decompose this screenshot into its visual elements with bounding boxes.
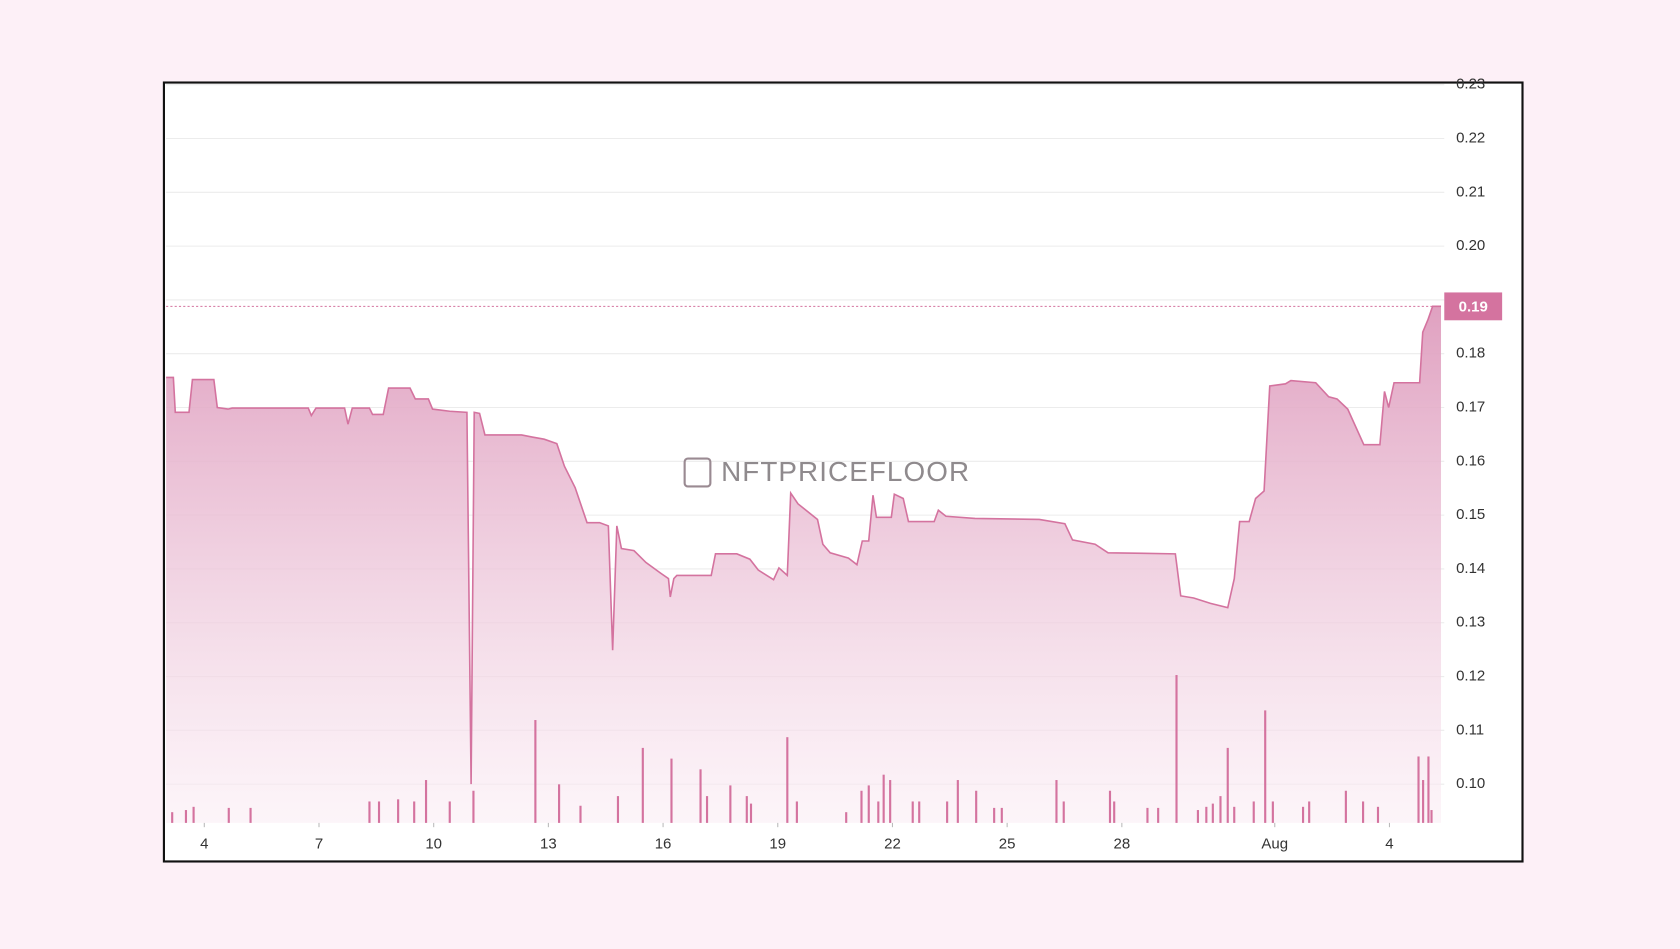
volume-bar xyxy=(860,790,863,823)
x-tick-label: 10 xyxy=(425,835,442,852)
volume-bar xyxy=(745,796,748,823)
volume-bar xyxy=(918,801,921,823)
volume-bar xyxy=(1146,807,1149,823)
volume-bar xyxy=(1427,756,1430,823)
volume-bar xyxy=(1233,806,1236,823)
volume-bar xyxy=(579,805,582,823)
volume-bar xyxy=(749,803,753,823)
volume-bar xyxy=(249,807,252,823)
volume-bar xyxy=(472,790,475,823)
volume-bar xyxy=(192,806,195,823)
y-tick-label: 0.14 xyxy=(1456,560,1485,577)
volume-bar xyxy=(368,801,371,823)
volume-bar xyxy=(413,801,416,823)
volume-bar xyxy=(1211,803,1214,823)
last-price-label: 0.19 xyxy=(1459,298,1488,315)
volume-bar xyxy=(946,801,949,823)
volume-bar xyxy=(1108,790,1112,823)
volume-bar xyxy=(448,801,451,823)
x-tick-label: 7 xyxy=(315,835,323,852)
y-tick-label: 0.10 xyxy=(1456,775,1485,792)
volume-bar xyxy=(877,801,880,823)
x-tick-label: Aug xyxy=(1261,835,1288,852)
x-tick-label: 13 xyxy=(540,835,557,852)
volume-bar xyxy=(1157,807,1160,823)
x-tick-label: 28 xyxy=(1113,835,1130,852)
volume-bar xyxy=(1301,806,1305,823)
volume-bar xyxy=(1271,801,1274,823)
price-line xyxy=(166,305,1442,785)
volume-bar xyxy=(795,801,798,823)
x-tick-label: 4 xyxy=(1385,835,1393,852)
y-tick-label: 0.15 xyxy=(1456,506,1485,523)
volume-bar xyxy=(424,780,428,823)
y-tick-label: 0.23 xyxy=(1456,76,1485,93)
volume-bar xyxy=(1113,801,1116,823)
labels: NFTPRICEFLOOR 0.10 0.11 0.12 0.13 0.14 0.15 0.… xyxy=(200,76,1503,852)
x-tick-label: 4 xyxy=(200,835,208,852)
volume-bar xyxy=(670,758,673,823)
volume-bar xyxy=(1430,810,1433,823)
volume-bar xyxy=(1376,806,1380,823)
volume-bar xyxy=(1344,790,1347,823)
y-tick-label: 0.20 xyxy=(1456,237,1485,254)
volume-bar xyxy=(558,784,561,823)
y-tick-label: 0.22 xyxy=(1456,129,1485,146)
volume-bar xyxy=(641,747,644,823)
volume-bar xyxy=(993,807,996,823)
y-tick-label: 0.11 xyxy=(1456,721,1484,738)
volume-bar xyxy=(1226,747,1229,823)
volume-bar xyxy=(534,720,537,823)
volume-bar xyxy=(227,807,230,823)
volume-bar xyxy=(616,796,620,823)
volume-bar xyxy=(1196,810,1199,823)
x-tick-label: 22 xyxy=(884,835,901,852)
watermark: NFTPRICEFLOOR xyxy=(721,456,970,487)
volume-bar xyxy=(882,774,885,823)
last-price-tag xyxy=(1444,292,1503,321)
y-tick-label: 0.17 xyxy=(1456,398,1485,415)
volume-bar xyxy=(1055,780,1058,823)
volume-bar xyxy=(1219,796,1222,823)
x-tick-label: 16 xyxy=(655,835,672,852)
volume-bar xyxy=(699,769,702,823)
volume-bar xyxy=(184,810,188,823)
volume-bar xyxy=(786,737,789,823)
volume-bar xyxy=(845,812,848,823)
volume-bar xyxy=(1264,710,1267,823)
x-tick-label: 25 xyxy=(999,835,1016,852)
volume-bar xyxy=(1252,801,1255,823)
volume-bar xyxy=(1062,801,1065,823)
x-tick-label: 19 xyxy=(769,835,786,852)
volume-bar xyxy=(1417,756,1420,823)
volume-bar xyxy=(729,785,732,823)
y-tick-label: 0.12 xyxy=(1456,668,1485,685)
volume-bar xyxy=(1422,780,1425,823)
volume-bar xyxy=(1175,675,1178,823)
logo-icon xyxy=(683,457,712,488)
volume-bar xyxy=(956,780,959,823)
volume-bar xyxy=(377,801,381,823)
y-tick-label: 0.16 xyxy=(1456,452,1485,469)
y-tick-label: 0.21 xyxy=(1456,183,1485,200)
volume-bar xyxy=(889,780,892,823)
plot xyxy=(166,305,1442,823)
volume-bar xyxy=(171,812,174,823)
volume-bar xyxy=(975,790,978,823)
volume-bar xyxy=(1000,807,1003,823)
volume-bar xyxy=(1205,806,1208,823)
volume-bar xyxy=(911,801,914,823)
volume-bar xyxy=(397,799,400,823)
y-tick-label: 0.13 xyxy=(1456,614,1485,631)
y-tick-label: 0.18 xyxy=(1456,345,1485,362)
volume-bar xyxy=(1362,801,1365,823)
volume-bar xyxy=(1308,801,1311,823)
volume-bar xyxy=(867,785,870,823)
volume-bar xyxy=(705,796,709,823)
